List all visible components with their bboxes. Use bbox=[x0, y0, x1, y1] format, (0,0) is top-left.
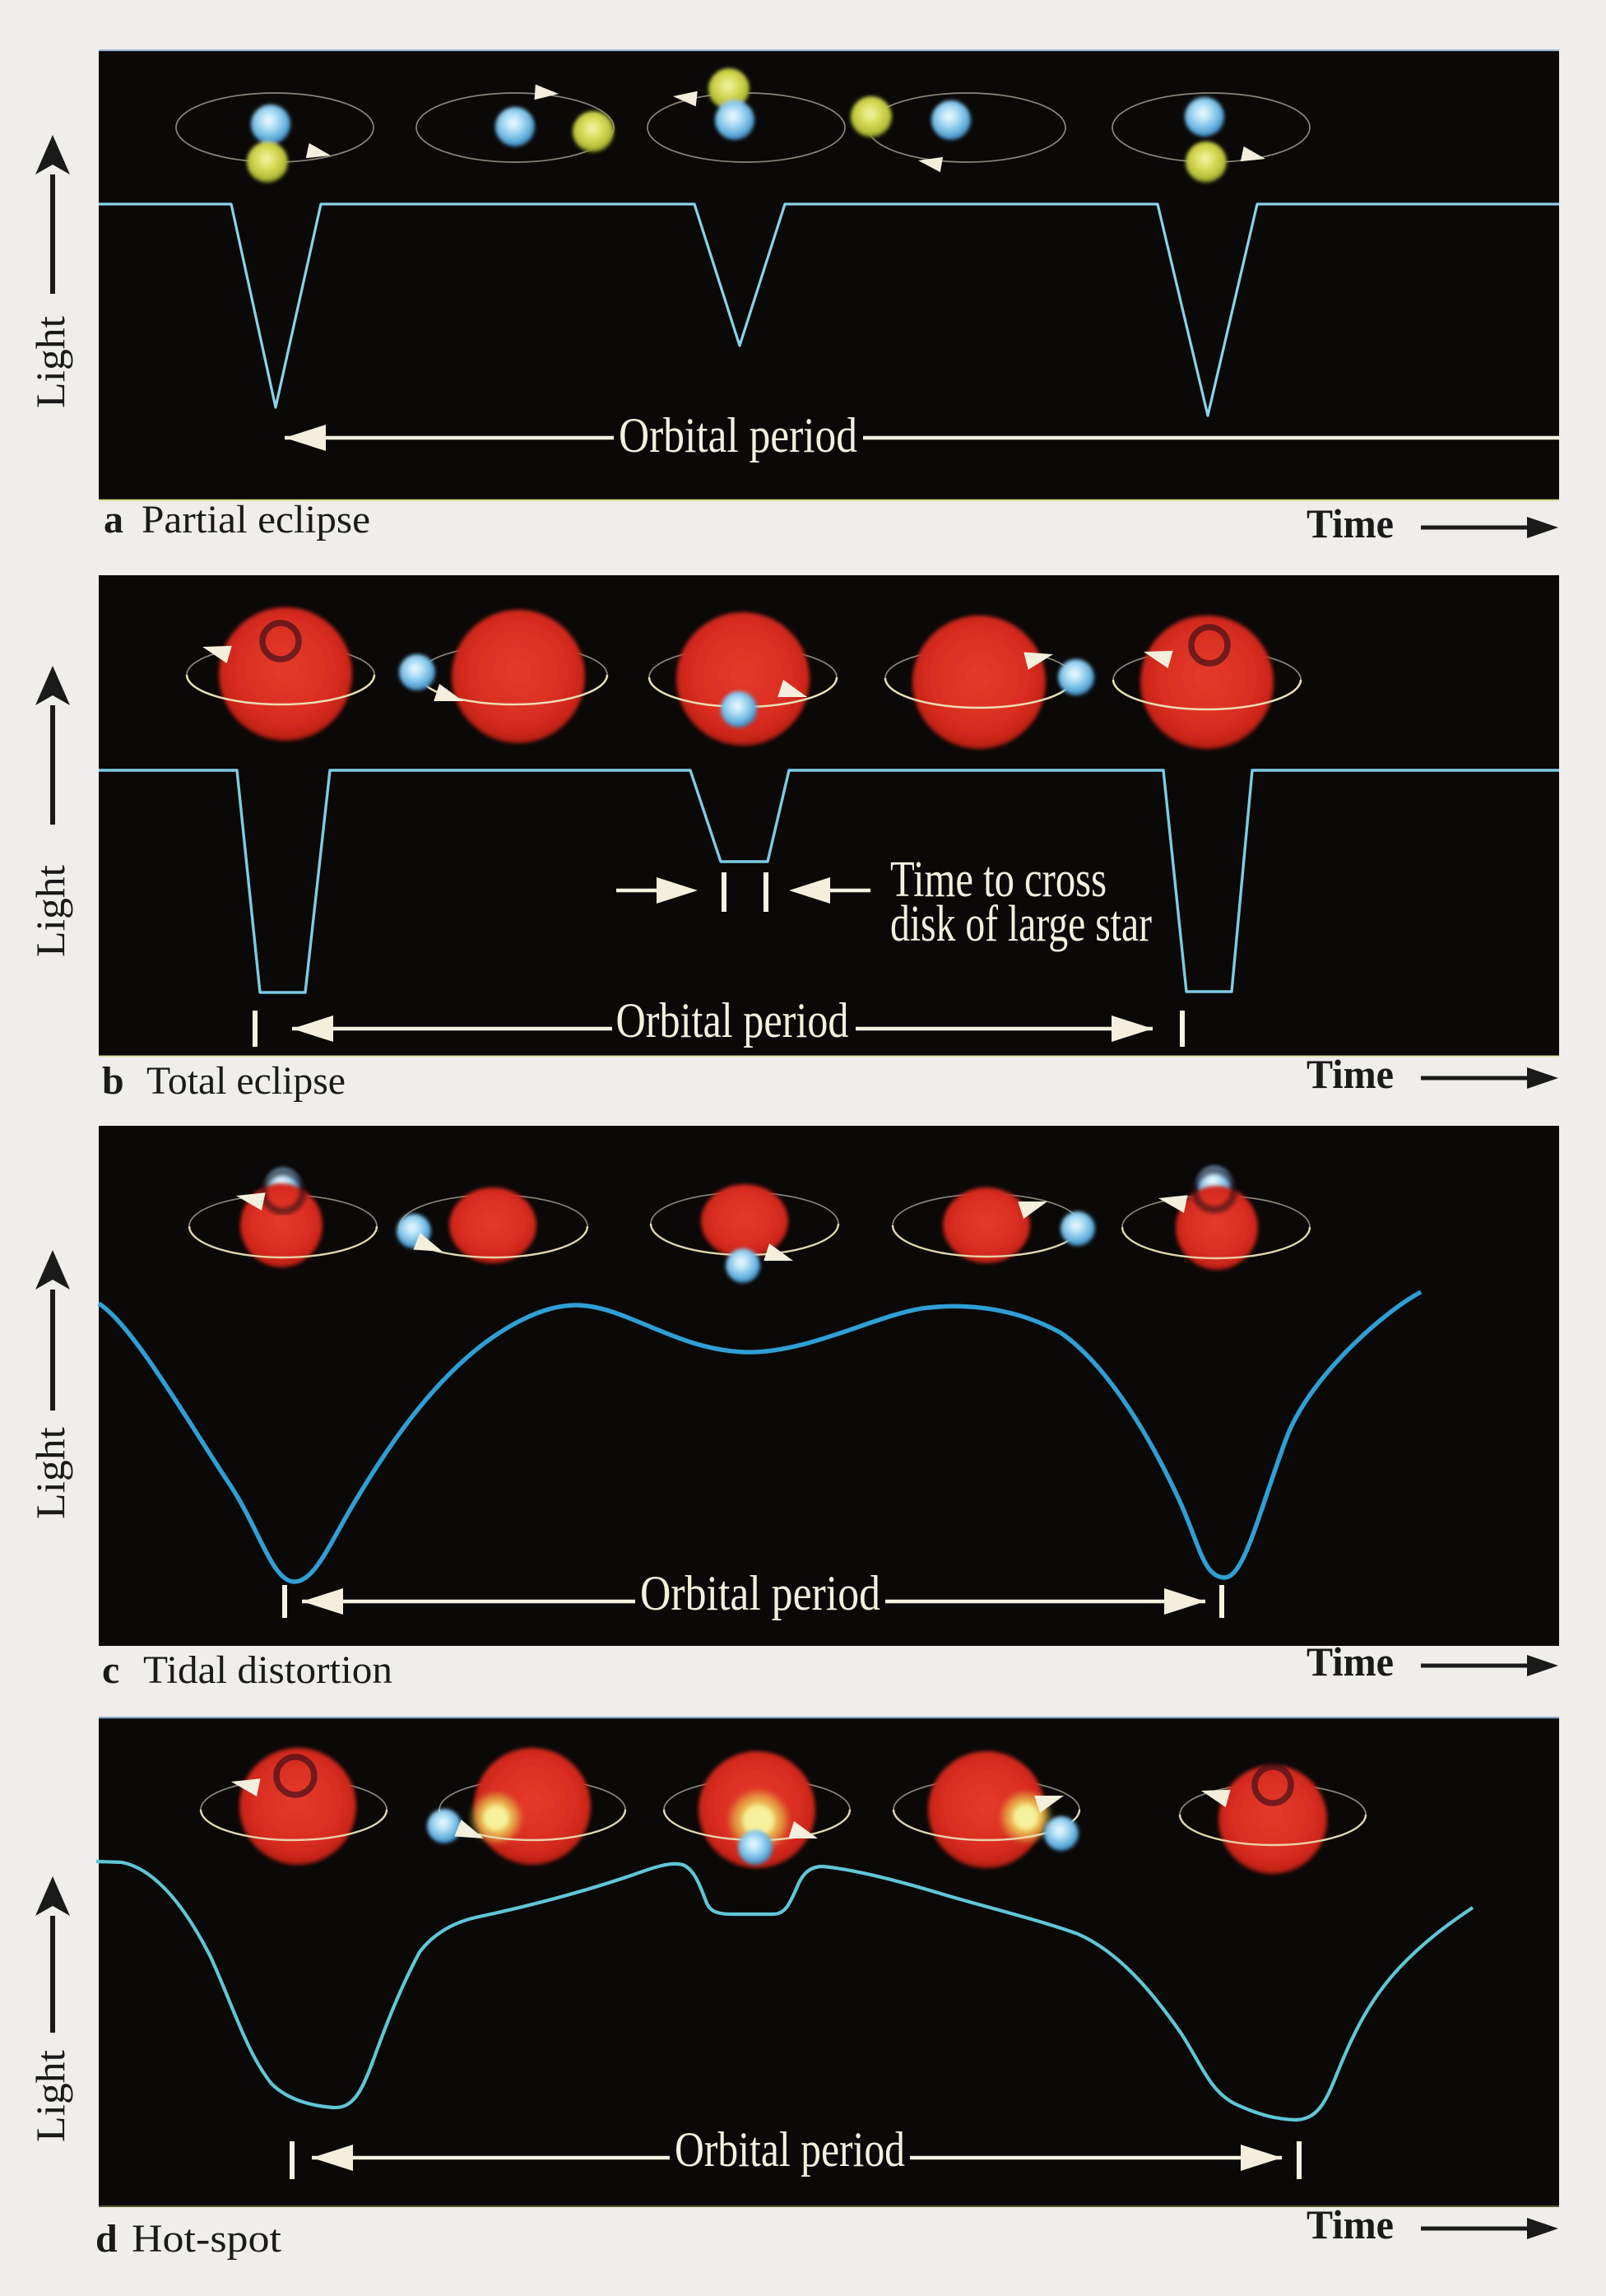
svg-text:Time: Time bbox=[1307, 500, 1394, 546]
svg-text:Orbital period: Orbital period bbox=[619, 408, 857, 462]
svg-text:Hot-spot: Hot-spot bbox=[132, 2217, 282, 2261]
svg-text:Orbital period: Orbital period bbox=[675, 2122, 905, 2177]
svg-text:Light: Light bbox=[27, 2050, 73, 2142]
svg-text:Partial eclipse: Partial eclipse bbox=[142, 498, 370, 541]
svg-text:Time: Time bbox=[1307, 1638, 1394, 1685]
svg-text:Light: Light bbox=[27, 865, 73, 957]
svg-text:b: b bbox=[102, 1059, 124, 1103]
svg-text:Total eclipse: Total eclipse bbox=[146, 1059, 346, 1103]
svg-text:Light: Light bbox=[27, 1427, 73, 1519]
svg-text:Time: Time bbox=[1307, 1051, 1394, 1097]
svg-text:Time: Time bbox=[1307, 2201, 1394, 2247]
svg-text:a: a bbox=[104, 498, 123, 541]
svg-text:Time to cross: Time to cross bbox=[890, 852, 1107, 908]
svg-text:d: d bbox=[95, 2217, 118, 2261]
svg-text:disk of large star: disk of large star bbox=[890, 896, 1152, 952]
svg-text:Tidal distortion: Tidal distortion bbox=[143, 1648, 392, 1692]
svg-text:Orbital period: Orbital period bbox=[616, 993, 849, 1048]
svg-text:c: c bbox=[102, 1648, 119, 1692]
svg-text:Light: Light bbox=[27, 316, 73, 408]
svg-text:Orbital period: Orbital period bbox=[640, 1566, 880, 1620]
